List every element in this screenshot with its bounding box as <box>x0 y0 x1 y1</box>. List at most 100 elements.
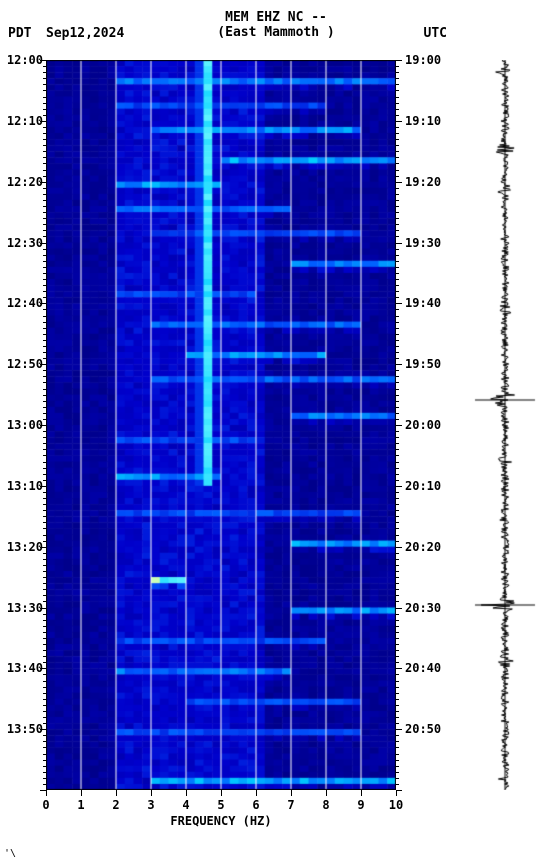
xtick: 6 <box>252 798 259 812</box>
minor-tick <box>43 449 46 450</box>
ytick-right: 20:20 <box>405 540 441 554</box>
minor-tick <box>43 516 46 517</box>
minor-tick <box>43 389 46 390</box>
ytick-right: 20:30 <box>405 601 441 615</box>
minor-tick <box>43 541 46 542</box>
minor-tick <box>43 747 46 748</box>
minor-tick <box>43 437 46 438</box>
date-label: Sep12,2024 <box>46 26 124 41</box>
minor-tick <box>43 778 46 779</box>
minor-tick <box>43 382 46 383</box>
ytick-left: 13:10 <box>7 479 43 493</box>
minor-tick <box>43 601 46 602</box>
minor-tick <box>43 735 46 736</box>
minor-tick <box>43 455 46 456</box>
minor-tick <box>43 151 46 152</box>
ytick-right: 19:40 <box>405 296 441 310</box>
x-axis-label: FREQUENCY (HZ) <box>46 814 396 828</box>
xtick: 1 <box>77 798 84 812</box>
minor-tick <box>43 632 46 633</box>
minor-tick <box>43 218 46 219</box>
minor-tick <box>43 145 46 146</box>
minor-tick <box>43 109 46 110</box>
minor-tick <box>43 474 46 475</box>
ytick-left: 12:50 <box>7 357 43 371</box>
spectrogram-canvas <box>46 60 396 790</box>
xtick: 0 <box>42 798 49 812</box>
minor-tick <box>43 443 46 444</box>
minor-tick <box>40 243 46 244</box>
minor-tick <box>43 103 46 104</box>
minor-tick <box>43 480 46 481</box>
xtick: 10 <box>389 798 403 812</box>
ytick-left: 12:20 <box>7 175 43 189</box>
y-axis-right: 19:0019:1019:2019:3019:4019:5020:0020:10… <box>398 60 443 790</box>
title-line1: MEM EHZ NC -- <box>0 10 552 25</box>
minor-tick <box>43 297 46 298</box>
ytick-left: 13:20 <box>7 540 43 554</box>
minor-tick <box>43 334 46 335</box>
minor-tick <box>40 486 46 487</box>
xtick-mark <box>46 790 47 796</box>
ytick-right: 20:50 <box>405 722 441 736</box>
ytick-right: 20:40 <box>405 661 441 675</box>
timezone-right: UTC <box>424 26 447 41</box>
minor-tick <box>43 772 46 773</box>
minor-tick <box>43 626 46 627</box>
minor-tick <box>43 407 46 408</box>
minor-tick <box>43 754 46 755</box>
xtick-mark <box>221 790 222 796</box>
minor-tick <box>40 121 46 122</box>
minor-tick <box>43 358 46 359</box>
minor-tick <box>43 522 46 523</box>
xtick-mark <box>396 790 397 796</box>
minor-tick <box>40 547 46 548</box>
minor-tick <box>43 316 46 317</box>
minor-tick <box>43 188 46 189</box>
xtick-mark <box>81 790 82 796</box>
minor-tick <box>40 425 46 426</box>
footer-mark: '\ <box>4 848 16 859</box>
minor-tick <box>43 650 46 651</box>
minor-tick <box>43 741 46 742</box>
minor-tick <box>43 267 46 268</box>
minor-tick <box>43 127 46 128</box>
minor-tick <box>43 644 46 645</box>
minor-tick <box>43 90 46 91</box>
minor-tick <box>43 194 46 195</box>
minor-tick <box>43 401 46 402</box>
ytick-right: 19:00 <box>405 53 441 67</box>
minor-tick <box>43 236 46 237</box>
ytick-left: 13:40 <box>7 661 43 675</box>
minor-tick <box>43 352 46 353</box>
minor-tick <box>43 84 46 85</box>
minor-tick <box>43 200 46 201</box>
ytick-left: 12:10 <box>7 114 43 128</box>
minor-tick <box>43 528 46 529</box>
minor-tick <box>43 638 46 639</box>
minor-tick <box>43 559 46 560</box>
minor-tick <box>43 273 46 274</box>
spectrogram-plot <box>46 60 396 790</box>
minor-tick <box>43 309 46 310</box>
minor-tick <box>43 535 46 536</box>
ytick-left: 12:00 <box>7 53 43 67</box>
minor-tick <box>43 620 46 621</box>
minor-tick <box>43 693 46 694</box>
minor-tick <box>43 717 46 718</box>
minor-tick <box>43 577 46 578</box>
minor-tick <box>43 595 46 596</box>
minor-tick <box>43 66 46 67</box>
minor-tick <box>43 340 46 341</box>
minor-tick <box>40 364 46 365</box>
ytick-right: 19:10 <box>405 114 441 128</box>
minor-tick <box>43 212 46 213</box>
ytick-left: 12:30 <box>7 236 43 250</box>
minor-tick <box>43 279 46 280</box>
y-axis-left: 12:0012:1012:2012:3012:4012:5013:0013:10… <box>0 60 45 790</box>
xtick-mark <box>361 790 362 796</box>
minor-tick <box>43 711 46 712</box>
xtick: 5 <box>217 798 224 812</box>
minor-tick <box>43 285 46 286</box>
minor-tick <box>43 97 46 98</box>
